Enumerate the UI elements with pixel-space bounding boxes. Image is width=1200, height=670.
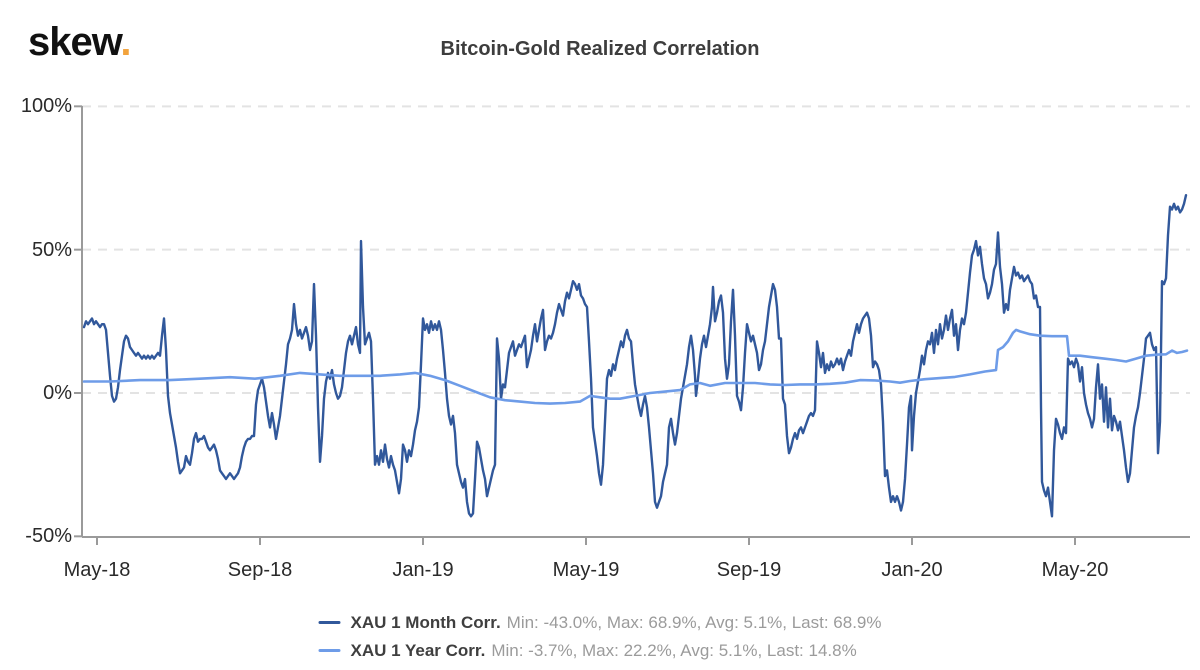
series-line-1-month [82, 194, 1188, 518]
legend-swatch-icon [318, 649, 341, 652]
x-tick-label-2: Jan-19 [392, 559, 454, 581]
x-tick-label-5: Jan-20 [881, 559, 943, 581]
y-tick-label-3: -50% [25, 525, 72, 548]
x-tick-label-3: May-19 [552, 559, 620, 581]
x-tick-label-0: May-18 [63, 559, 131, 581]
y-tick-label-1: 50% [31, 238, 72, 261]
legend-row-1-month[interactable]: XAU 1 Month Corr. Min: -43.0%, Max: 68.9%… [318, 610, 882, 635]
legend-swatch-icon [318, 621, 341, 624]
x-tick-label-4: Sep-19 [716, 559, 782, 581]
skew-logo-text: skew [28, 20, 121, 64]
skew-logo-dot: . [120, 20, 131, 64]
legend-series-name: XAU 1 Year Corr. [350, 641, 486, 660]
y-tick-label-0: 100% [20, 95, 72, 118]
legend-series-stats: Min: -3.7%, Max: 22.2%, Avg: 5.1%, Last:… [491, 641, 857, 660]
legend-row-1-year[interactable]: XAU 1 Year Corr. Min: -3.7%, Max: 22.2%, … [318, 638, 881, 663]
legend-series-stats: Min: -43.0%, Max: 68.9%, Avg: 5.1%, Last… [506, 613, 882, 632]
legend: XAU 1 Month Corr. Min: -43.0%, Max: 68.9%… [318, 610, 882, 663]
series-line-1-year [82, 328, 1189, 405]
y-tick-label-2: 0% [43, 382, 72, 404]
chart-title: Bitcoin-Gold Realized Correlation [440, 38, 760, 60]
skew-logo: skew. [28, 20, 132, 64]
legend-series-name: XAU 1 Month Corr. [350, 613, 501, 632]
x-tick-label-1: Sep-18 [227, 559, 293, 581]
x-tick-label-6: May-20 [1041, 559, 1109, 581]
